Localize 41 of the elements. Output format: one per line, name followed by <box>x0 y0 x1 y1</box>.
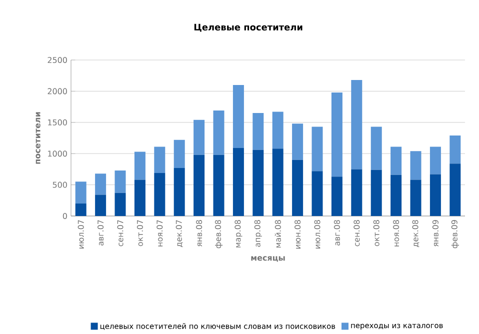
bar <box>430 174 441 216</box>
bar <box>154 172 166 216</box>
bar <box>430 146 441 174</box>
bar <box>75 203 86 216</box>
bar <box>252 112 264 150</box>
bar <box>351 169 362 216</box>
bar <box>450 135 461 164</box>
chart-title: Целевые посетители <box>194 24 302 32</box>
bar <box>312 126 323 171</box>
bar <box>370 126 382 170</box>
bar <box>114 192 126 216</box>
bar <box>232 84 244 148</box>
bar <box>292 160 304 216</box>
bar <box>312 170 323 216</box>
bar <box>174 140 185 168</box>
bar <box>370 170 382 216</box>
bar <box>194 120 205 155</box>
bar <box>272 148 284 216</box>
bar <box>272 112 284 148</box>
bar <box>390 174 402 216</box>
bar <box>213 154 224 216</box>
bar <box>331 176 342 216</box>
bar <box>331 92 342 177</box>
bar <box>252 150 264 216</box>
bar <box>75 182 86 204</box>
bar <box>194 154 205 216</box>
bar <box>134 180 146 216</box>
bar <box>174 168 185 216</box>
bar <box>390 146 402 175</box>
bar <box>95 173 106 195</box>
bar <box>410 150 422 180</box>
bar <box>134 152 146 180</box>
bar <box>450 163 461 216</box>
bar <box>213 110 224 155</box>
bar <box>232 148 244 216</box>
bar <box>410 180 422 216</box>
bar <box>154 146 166 173</box>
bar <box>351 80 362 170</box>
bar <box>95 194 106 216</box>
bar <box>292 124 304 160</box>
bar <box>114 170 126 193</box>
